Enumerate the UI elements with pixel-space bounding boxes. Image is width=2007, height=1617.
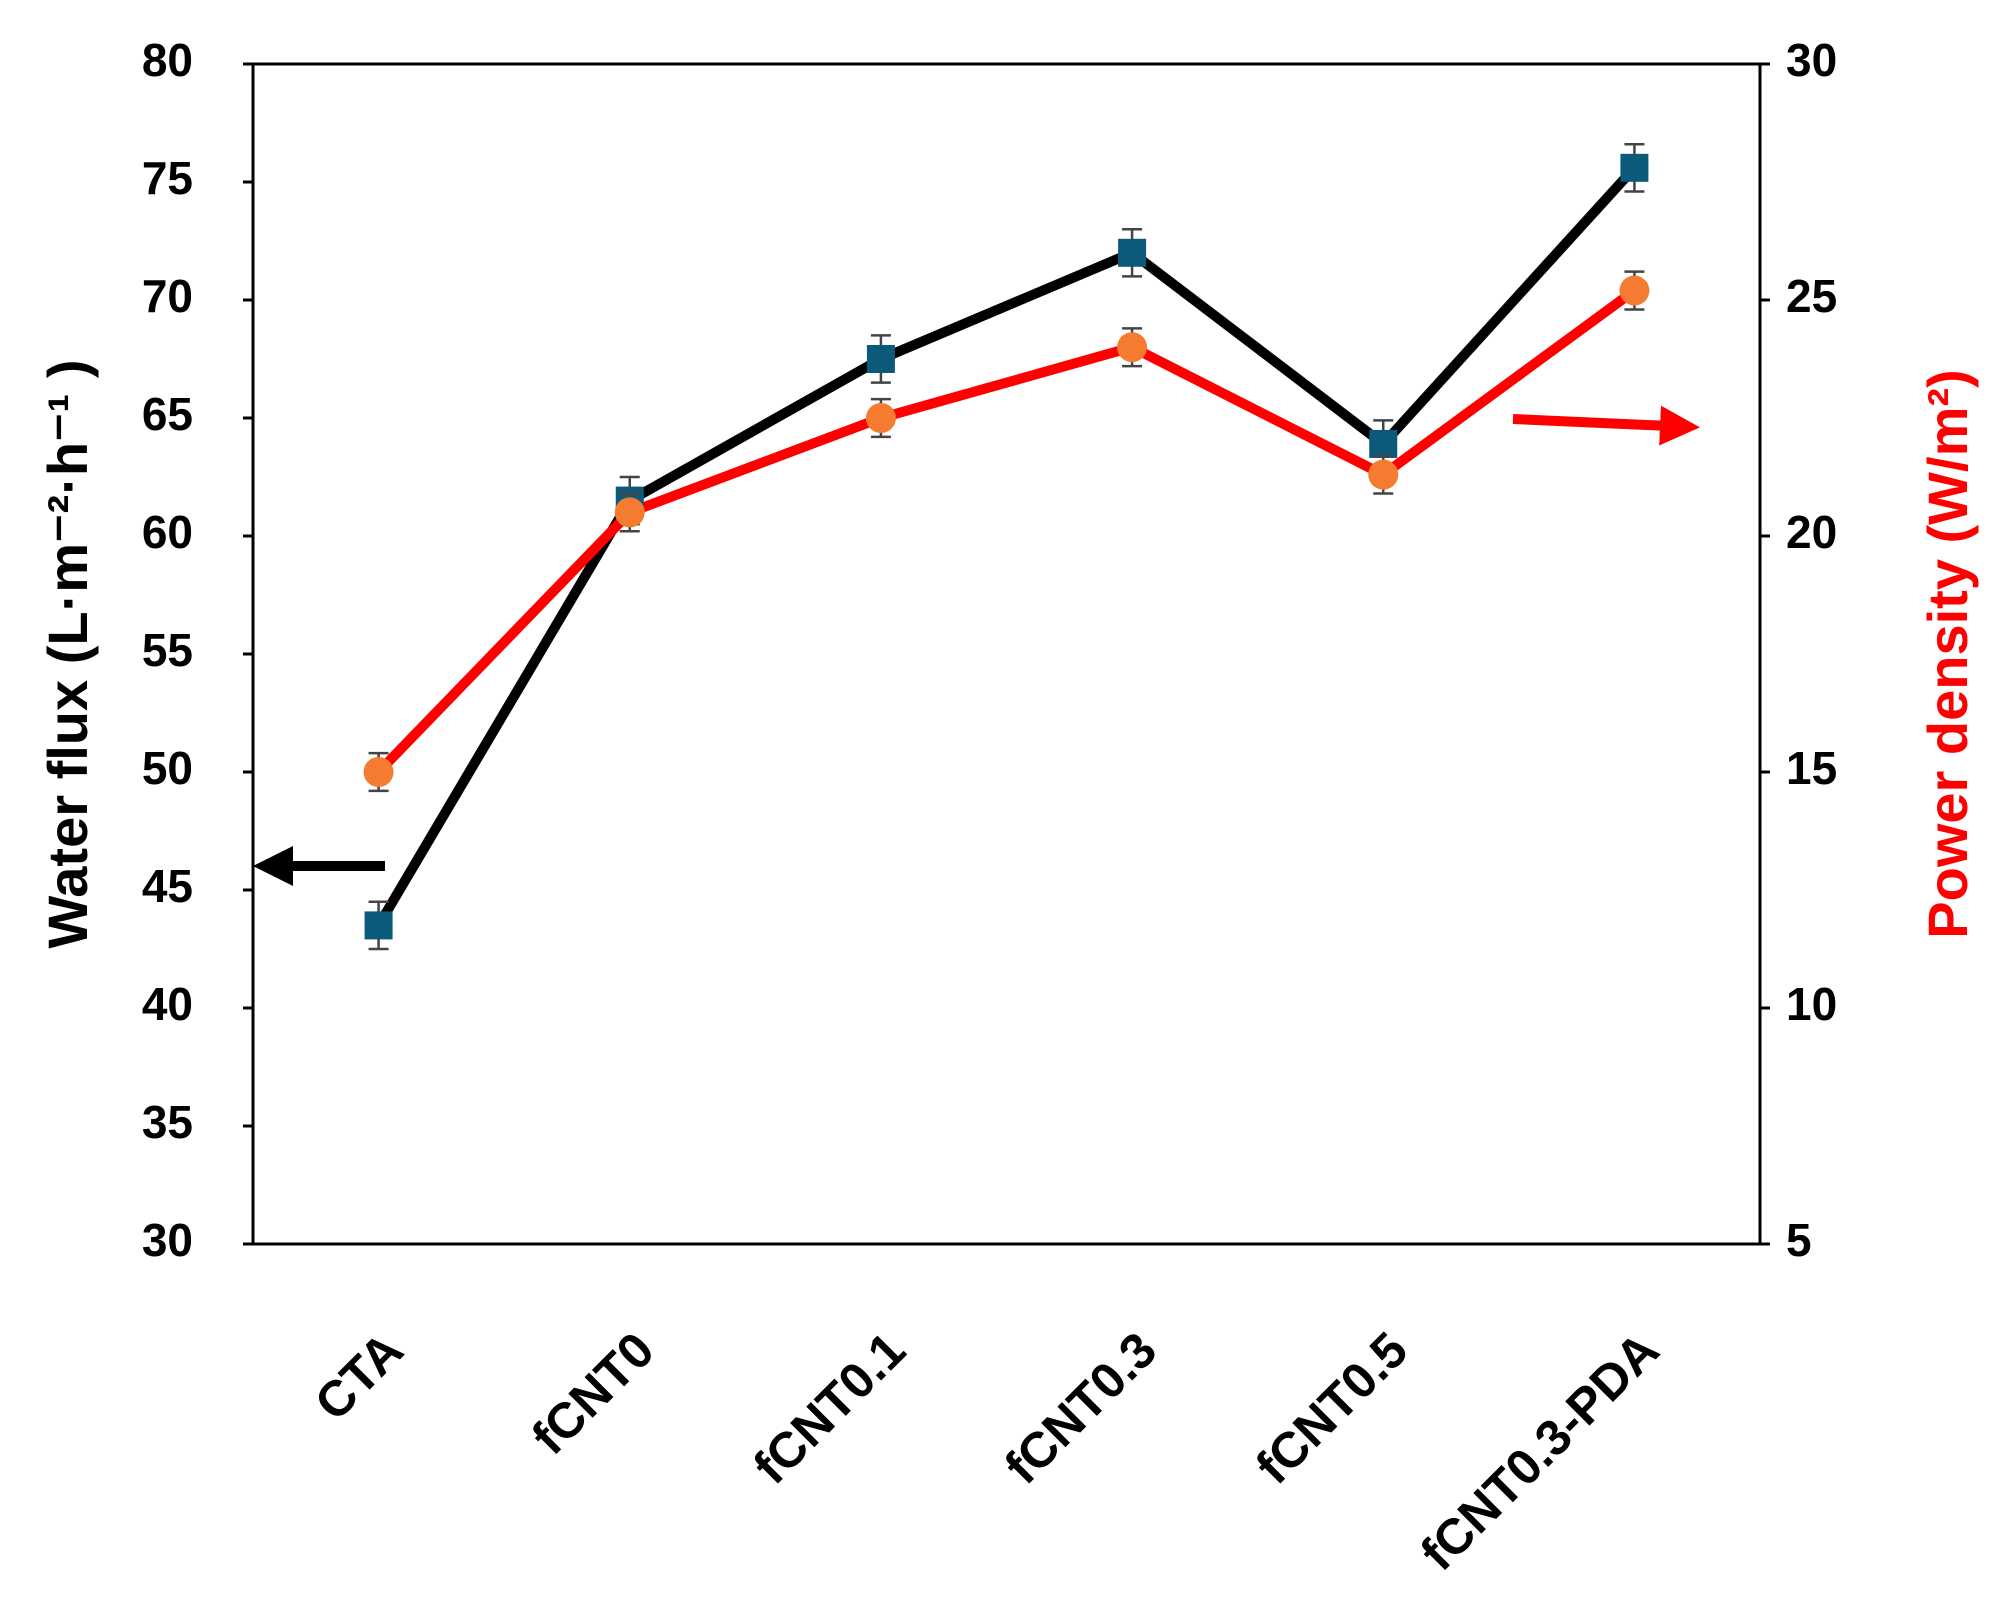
y-tick-label: 70 [142,270,193,322]
right-arrow [1512,405,1700,446]
marker [1619,275,1650,306]
marker [865,403,896,433]
marker [364,911,393,940]
y2-tick-label: 30 [1786,34,1837,86]
y-tick-label: 55 [142,624,193,676]
y-tick-label: 30 [142,1214,193,1266]
x-tick-label: fCNT0 [521,1322,665,1466]
marker [1117,332,1148,363]
x-tick-label: CTA [304,1322,414,1432]
y-axis-title: Water flux (L·m⁻²·h⁻¹ ) [36,360,99,949]
y2-axis-title: Power density (W/m²) [1916,369,1979,938]
y2-tick-label: 10 [1786,978,1837,1030]
y-tick-label: 40 [142,978,193,1030]
y-tick-label: 50 [142,742,193,794]
marker [1620,153,1649,182]
series-line [374,286,1638,776]
x-tick-label: fCNT0.3-PDA [1410,1322,1670,1582]
marker [1118,238,1147,267]
marker [1368,459,1399,490]
y2-tick-label: 5 [1786,1214,1812,1266]
y-tick-label: 60 [142,506,193,558]
series-line [374,164,1639,928]
x-tick-label: fCNT0.3 [994,1322,1167,1495]
y2-tick-label: 25 [1786,270,1837,322]
x-tick-label: fCNT0.1 [743,1322,916,1495]
y-tick-label: 75 [142,152,193,204]
plot-frame [251,62,1762,1246]
x-tick-label: fCNT0.5 [1245,1322,1418,1495]
y-tick-label: 80 [142,34,193,86]
y-tick-label: 35 [142,1096,193,1148]
y2-tick-label: 15 [1786,742,1837,794]
marker [1369,429,1398,458]
y-tick-label: 65 [142,388,193,440]
marker [363,757,394,787]
marker [614,497,645,528]
y-tick-label: 45 [142,860,193,912]
y2-tick-label: 20 [1786,506,1837,558]
marker [866,345,895,373]
